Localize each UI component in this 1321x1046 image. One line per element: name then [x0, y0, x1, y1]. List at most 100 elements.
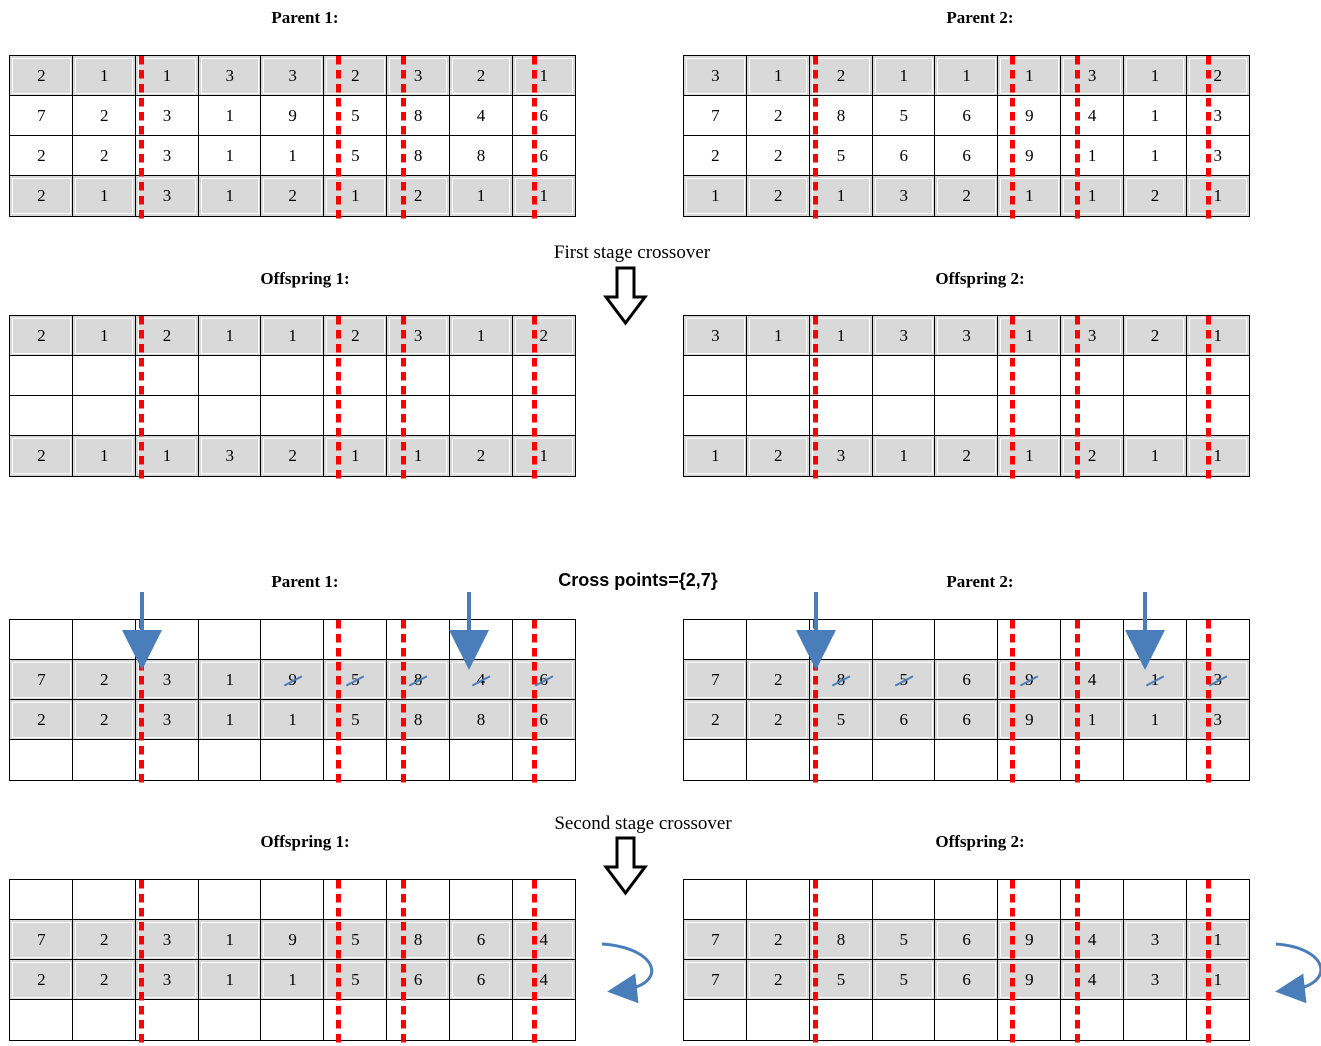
cell-value: 1	[1087, 710, 1097, 729]
grid-cell: 3	[871, 175, 936, 217]
grid-cell: 3	[134, 175, 200, 217]
grid-row: 2 2 3 1 1 5 8 8 6	[9, 135, 576, 177]
cell-value: 2	[37, 710, 46, 729]
crossover-separator	[138, 316, 144, 482]
cell-value: 2	[99, 930, 109, 949]
cell-value: 8	[413, 670, 423, 689]
crossover-separator	[401, 620, 407, 786]
grid-cell	[448, 999, 514, 1041]
grid-row	[9, 395, 576, 437]
cell-value: 2	[37, 446, 46, 465]
grid-cell	[1059, 999, 1125, 1041]
grid-cell	[134, 355, 200, 397]
grid-cell: 1	[197, 135, 262, 177]
grid-cell: 2	[1122, 315, 1188, 357]
cell-value: 8	[476, 710, 486, 729]
grid-cell: 1	[808, 175, 874, 217]
top-offspring1-grid: 2 1 2 1 1 2 3 1 2 2 1 1 3 2 1 1 2 1	[9, 315, 576, 482]
grid-cell	[871, 879, 936, 921]
grid-cell: 8	[385, 659, 451, 701]
grid-cell: 3	[385, 55, 451, 97]
second-stage-down-arrow-icon	[603, 836, 648, 896]
cell-value: 9	[1025, 146, 1034, 165]
cell-value: 7	[711, 970, 720, 989]
grid-cell: 3	[197, 55, 262, 97]
bottom-offspring2-label: Offspring 2:	[935, 832, 1025, 851]
cell-value: 1	[225, 146, 235, 165]
grid-cell: 8	[385, 95, 451, 137]
grid-cell: 6	[934, 919, 999, 961]
cell-value: 1	[351, 186, 360, 205]
grid-cell: 6	[511, 659, 576, 701]
cell-value: 2	[37, 326, 46, 345]
cell-value: 9	[1025, 710, 1034, 729]
grid-cell	[197, 739, 262, 781]
grid-cell	[934, 619, 999, 661]
grid-cell: 3	[134, 959, 200, 1001]
crossover-separator	[812, 620, 818, 786]
grid-cell: 2	[746, 959, 811, 1001]
grid-cell	[9, 999, 74, 1041]
grid-cell	[323, 355, 388, 397]
grid-cell: 5	[323, 95, 388, 137]
grid-row: 7 2 8 5 6 9 4 3 1	[683, 919, 1250, 961]
grid-row: 7 2 3 1 9 5 8 4 6	[9, 659, 576, 701]
cell-value: 5	[899, 106, 909, 125]
cell-value: 9	[1025, 970, 1034, 989]
grid-cell: 2	[511, 315, 576, 357]
grid-cell: 7	[683, 959, 748, 1001]
grid-cell: 3	[1185, 699, 1250, 741]
grid-cell	[511, 395, 576, 437]
cell-value: 8	[836, 670, 846, 689]
crossover-separator	[1206, 316, 1212, 482]
cell-value: 3	[1087, 326, 1097, 345]
grid-cell: 1	[871, 55, 936, 97]
grid-cell: 1	[1122, 55, 1188, 97]
grid-cell	[9, 355, 74, 397]
first-stage-label: First stage crossover	[553, 242, 711, 263]
grid-row: 7 2 8 5 6 9 4 1 3	[683, 95, 1250, 137]
grid-row: 7 2 8 5 6 9 4 1 3	[683, 659, 1250, 701]
grid-cell: 2	[448, 435, 514, 477]
bottom-parent2-grid: 7 2 8 5 6 9 4 1 3 2 2 5 6 6 9 1 1 3	[683, 619, 1250, 786]
cell-value: 2	[962, 186, 971, 205]
grid-cell	[746, 739, 811, 781]
grid-cell: 2	[72, 135, 137, 177]
cell-value: 6	[539, 146, 549, 165]
grid-cell: 5	[808, 135, 874, 177]
cell-value: 2	[413, 186, 423, 205]
cell-value: 6	[962, 970, 971, 989]
cell-value: 8	[413, 710, 423, 729]
grid-cell	[997, 999, 1062, 1041]
cell-value: 1	[99, 186, 109, 205]
grid-cell	[683, 619, 748, 661]
grid-cell	[72, 355, 137, 397]
cell-value: 1	[773, 66, 783, 85]
cell-value: 6	[899, 710, 909, 729]
grid-cell: 2	[260, 175, 325, 217]
grid-cell: 2	[683, 135, 748, 177]
cell-value: 7	[711, 106, 720, 125]
grid-row: 2 1 3 1 2 1 2 1 1	[9, 175, 576, 217]
grid-row	[683, 619, 1250, 661]
crossover-separator	[1075, 620, 1081, 786]
cell-value: 1	[225, 710, 235, 729]
grid-cell	[511, 739, 576, 781]
grid-cell: 3	[934, 315, 999, 357]
grid-cell: 2	[9, 175, 74, 217]
grid-cell: 1	[197, 95, 262, 137]
grid-cell	[72, 395, 137, 437]
grid-cell: 1	[511, 175, 576, 217]
cell-value: 2	[37, 186, 46, 205]
grid-cell	[997, 619, 1062, 661]
cell-value: 2	[288, 186, 297, 205]
grid-cell	[871, 395, 936, 437]
grid-cell: 3	[134, 699, 200, 741]
grid-cell	[260, 999, 325, 1041]
grid-cell: 2	[746, 699, 811, 741]
cell-value: 1	[225, 326, 235, 345]
grid-cell: 8	[385, 135, 451, 177]
cell-value: 1	[1087, 186, 1097, 205]
cell-value: 3	[413, 326, 423, 345]
crossover-separator	[138, 880, 144, 1046]
